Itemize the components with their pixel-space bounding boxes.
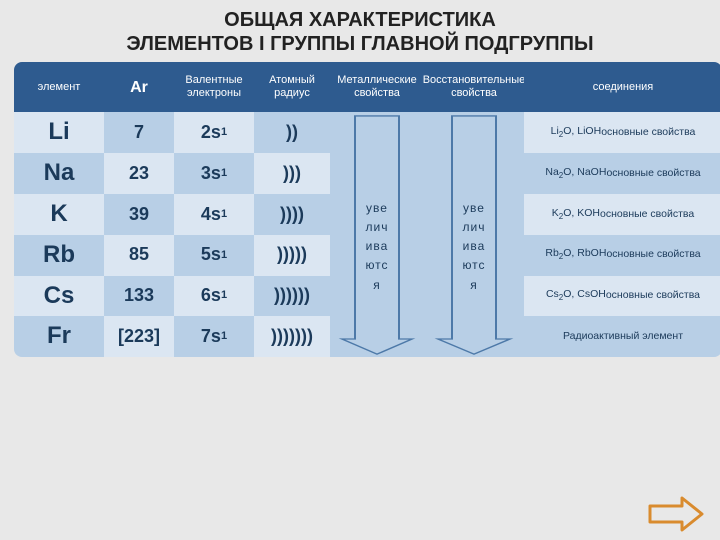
reducing-arrow: уве лич ива ютс я (424, 112, 524, 357)
element-ar: 39 (104, 194, 174, 235)
slide: ОБЩАЯ ХАРАКТЕРИСТИКА ЭЛЕМЕНТОВ I ГРУППЫ … (0, 0, 720, 540)
col-ar: Ar (104, 62, 174, 112)
element-ar: 7 (104, 112, 174, 153)
element-ar: 23 (104, 153, 174, 194)
slide-title: ОБЩАЯ ХАРАКТЕРИСТИКА ЭЛЕМЕНТОВ I ГРУППЫ … (14, 8, 706, 56)
element-compounds: Cs2O, CsOHосновные свойства (524, 276, 720, 317)
next-arrow-icon[interactable] (646, 496, 706, 532)
element-radius: ))) (254, 153, 330, 194)
col-reducing: Восстановительные свойства (424, 62, 524, 112)
element-ar: [223] (104, 316, 174, 357)
element-radius: ))))))) (254, 316, 330, 357)
title-line-1: ОБЩАЯ ХАРАКТЕРИСТИКА (224, 9, 496, 31)
element-symbol: Li (14, 112, 104, 153)
arrow-label: уве лич ива ютс я (462, 199, 485, 295)
element-valence: 2s1 (174, 112, 254, 153)
title-line-2: ЭЛЕМЕНТОВ I ГРУППЫ ГЛАВНОЙ ПОДГРУППЫ (126, 33, 593, 55)
element-compounds: Li2O, LiOHосновные свойства (524, 112, 720, 153)
col-metallic: Металлические свойства (330, 62, 424, 112)
element-radius: )))) (254, 194, 330, 235)
element-symbol: K (14, 194, 104, 235)
col-compounds: соединения (524, 62, 720, 112)
col-radius: Атомный радиус (254, 62, 330, 112)
col-valence: Валентные электроны (174, 62, 254, 112)
element-valence: 4s1 (174, 194, 254, 235)
element-ar: 85 (104, 235, 174, 276)
metallic-arrow: уве лич ива ютс я (330, 112, 424, 357)
element-ar: 133 (104, 276, 174, 317)
element-symbol: Na (14, 153, 104, 194)
col-element: элемент (14, 62, 104, 112)
element-symbol: Cs (14, 276, 104, 317)
element-valence: 6s1 (174, 276, 254, 317)
element-valence: 3s1 (174, 153, 254, 194)
arrow-label: уве лич ива ютс я (365, 199, 388, 295)
element-compounds: K2O, KOHосновные свойства (524, 194, 720, 235)
element-radius: )) (254, 112, 330, 153)
element-symbol: Rb (14, 235, 104, 276)
properties-table: элемент Ar Валентные электроны Атомный р… (14, 62, 720, 357)
element-symbol: Fr (14, 316, 104, 357)
element-compounds: Na2O, NaOHосновные свойства (524, 153, 720, 194)
element-compounds: Радиоактивный элемент (524, 316, 720, 357)
element-valence: 5s1 (174, 235, 254, 276)
element-compounds: Rb2O, RbOHосновные свойства (524, 235, 720, 276)
element-radius: )))))) (254, 276, 330, 317)
element-radius: ))))) (254, 235, 330, 276)
element-valence: 7s1 (174, 316, 254, 357)
